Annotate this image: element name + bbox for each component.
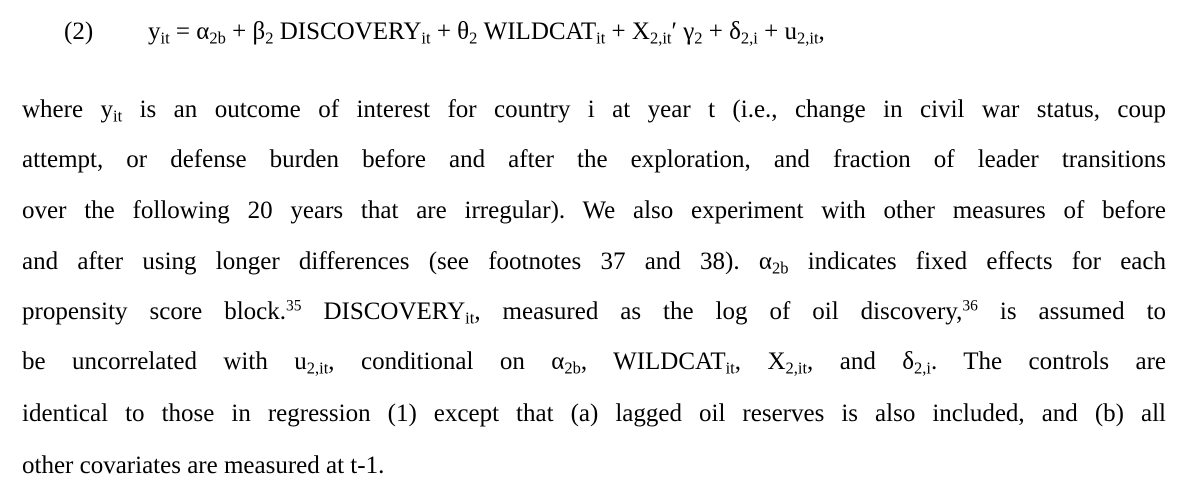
eq-sub-2-gamma: 2 [694, 28, 703, 48]
line5-text-d: is assumed to [977, 298, 1167, 325]
paragraph-line-8: other covariates are measured at t-1. [22, 452, 385, 479]
line6-sub-u: 2,it [306, 358, 329, 378]
eq-sub-2-beta: 2 [265, 28, 274, 48]
eq-sub-2i-delta: 2,i [740, 28, 758, 48]
line6-text-d: , X [734, 348, 786, 375]
line6-text-f: . The controls are [931, 348, 1166, 375]
eq-wildcat: WILDCAT [477, 18, 597, 45]
line1-sub: it [113, 106, 123, 126]
line5-sub: it [465, 308, 475, 328]
footnote-ref-35: 35 [286, 297, 302, 315]
line1-text-a: where y [22, 96, 113, 123]
paragraph-line-7: identical to those in regression (1) exc… [22, 400, 1166, 427]
line6-text-e: , and δ [807, 348, 915, 375]
line5-text-a: propensity score block. [22, 298, 286, 325]
line6-sub-x: 2,it [785, 358, 808, 378]
eq-sub-it-wildcat: it [596, 28, 606, 48]
line4-text-a: and after using longer differences (see … [22, 248, 772, 275]
regression-equation: yit = α2b + β2 DISCOVERYit + θ2 WILDCATi… [148, 14, 825, 50]
line6-sub-alpha: 2b [564, 358, 581, 378]
eq-discovery: DISCOVERY [273, 18, 422, 45]
eq-theta: + θ [430, 18, 470, 45]
line6-text-c: , WILDCAT [580, 348, 726, 375]
line1-text-b: is an outcome of interest for country i … [122, 96, 1166, 123]
line4-sub: 2b [771, 258, 789, 278]
paragraph-line-6: be uncorrelated with u2,it, conditional … [22, 344, 1166, 380]
eq-gamma: ′ γ [671, 18, 695, 45]
line6-sub-wildcat: it [725, 358, 735, 378]
paragraph-line-4: and after using longer differences (see … [22, 244, 1166, 280]
paragraph-line-2: attempt, or defense burden before and af… [22, 146, 1166, 173]
footnote-ref-36: 36 [962, 297, 978, 315]
paragraph-line-3: over the following 20 years that are irr… [22, 197, 1166, 224]
line4-text-b: indicates fixed effects for each [788, 248, 1166, 275]
eq-delta: + δ [702, 18, 741, 45]
eq-u: + u [757, 18, 797, 45]
eq-beta: + β [225, 18, 266, 45]
eq-sub-it: it [160, 28, 170, 48]
eq-sub-it-discovery: it [421, 28, 431, 48]
eq-sub-2-theta: 2 [469, 28, 478, 48]
eq-end: , [818, 18, 825, 45]
line5-text-b: DISCOVERY [301, 298, 466, 325]
eq-y: y [148, 18, 161, 45]
eq-sub-2it-x: 2,it [649, 28, 672, 48]
eq-sub-2b: 2b [209, 28, 226, 48]
eq-alpha: = α [169, 18, 210, 45]
paragraph-line-1: where yit is an outcome of interest for … [22, 92, 1166, 128]
line5-text-c: , measured as the log of oil discovery, [474, 298, 963, 325]
equation-number: (2) [64, 18, 94, 45]
line6-sub-delta: 2,i [914, 358, 931, 378]
paragraph-line-5: propensity score block.35 DISCOVERYit, m… [22, 294, 1166, 330]
eq-sub-2it-u: 2,it [797, 28, 819, 48]
line6-text-a: be uncorrelated with u [22, 348, 307, 375]
line6-text-b: , conditional on α [328, 348, 565, 375]
eq-x: + X [605, 18, 650, 45]
